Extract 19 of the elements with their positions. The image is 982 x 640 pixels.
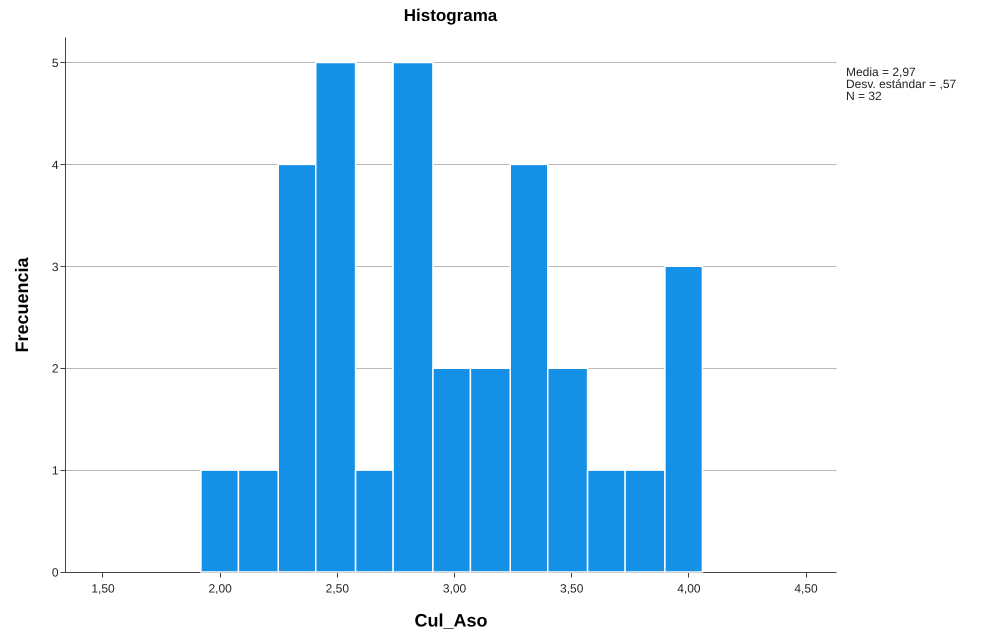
text: Desv. estándar = ,57: [846, 77, 956, 91]
x-tick-label: 3,00: [442, 582, 467, 596]
x-tick-label: 2,00: [208, 582, 232, 596]
text: N = 32: [846, 89, 882, 103]
y-tick-label: 1: [52, 464, 59, 478]
chart-title: Histograma: [404, 6, 498, 25]
x-tick-label: 2,50: [326, 582, 350, 596]
x-tick-label: 1,50: [91, 582, 115, 596]
x-tick-label: 3,50: [560, 582, 584, 596]
y-tick-label: 4: [52, 158, 59, 172]
y-tick-label: 3: [52, 260, 59, 274]
y-tick-label: 2: [52, 362, 59, 376]
x-tick-label: 4,00: [677, 582, 701, 596]
y-tick-label: 5: [52, 56, 59, 70]
y-axis-title: Frecuencia: [12, 256, 32, 353]
x-axis-title: Cul_Aso: [414, 610, 488, 630]
text: Media = 2,97: [846, 65, 916, 79]
x-tick-label: 4,50: [794, 582, 818, 596]
y-tick-label: 0: [52, 566, 59, 580]
